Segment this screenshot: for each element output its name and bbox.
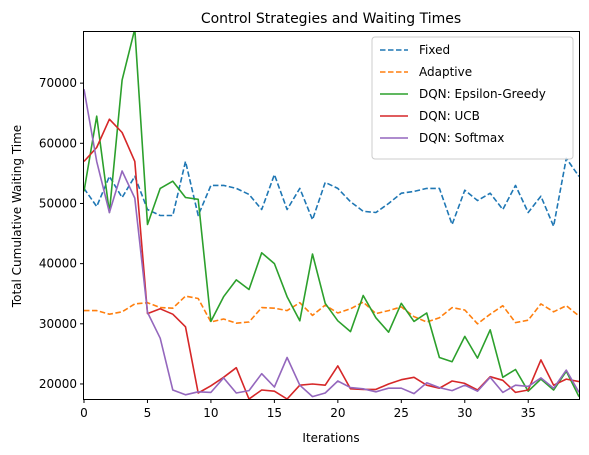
y-tick-label: 70000 <box>39 76 77 90</box>
x-axis-label: Iterations <box>302 431 359 445</box>
x-tick-label: 15 <box>267 406 282 420</box>
y-tick-label: 20000 <box>39 377 77 391</box>
x-axis-ticks: 0 5 10 15 20 25 30 35 <box>80 399 536 420</box>
legend-label: DQN: Softmax <box>419 131 504 145</box>
series-line-3 <box>84 118 579 399</box>
legend-frame <box>371 36 574 160</box>
y-axis-label: Total Cumulative Waiting Time <box>10 125 24 308</box>
y-tick-label: 60000 <box>39 136 77 150</box>
legend: Fixed Adaptive DQN: Epsilon-Greedy DQN: UCB… <box>371 36 574 160</box>
legend-label: Fixed <box>419 43 450 57</box>
y-tick-label: 30000 <box>39 317 77 331</box>
legend-label: Adaptive <box>419 65 472 79</box>
x-tick-label: 35 <box>521 406 536 420</box>
series-line-0 <box>84 157 579 228</box>
x-tick-label: 20 <box>330 406 345 420</box>
y-tick-label: 40000 <box>39 257 77 271</box>
plot-frame <box>83 31 580 400</box>
legend-label: DQN: UCB <box>419 109 480 123</box>
x-tick-label: 10 <box>203 406 218 420</box>
x-tick-label: 5 <box>144 406 152 420</box>
y-tick-label: 50000 <box>39 196 77 210</box>
series-layer <box>84 32 579 399</box>
chart-title: Control Strategies and Waiting Times <box>201 11 461 27</box>
series-line-1 <box>84 295 579 325</box>
x-tick-label: 30 <box>457 406 472 420</box>
legend-label: DQN: Epsilon-Greedy <box>419 87 546 101</box>
x-tick-label: 0 <box>80 406 88 420</box>
y-axis-ticks: 20000 30000 40000 50000 60000 70000 <box>39 76 84 391</box>
x-tick-label: 25 <box>394 406 409 420</box>
series-line-4 <box>84 89 579 398</box>
series-line-2 <box>84 32 579 397</box>
